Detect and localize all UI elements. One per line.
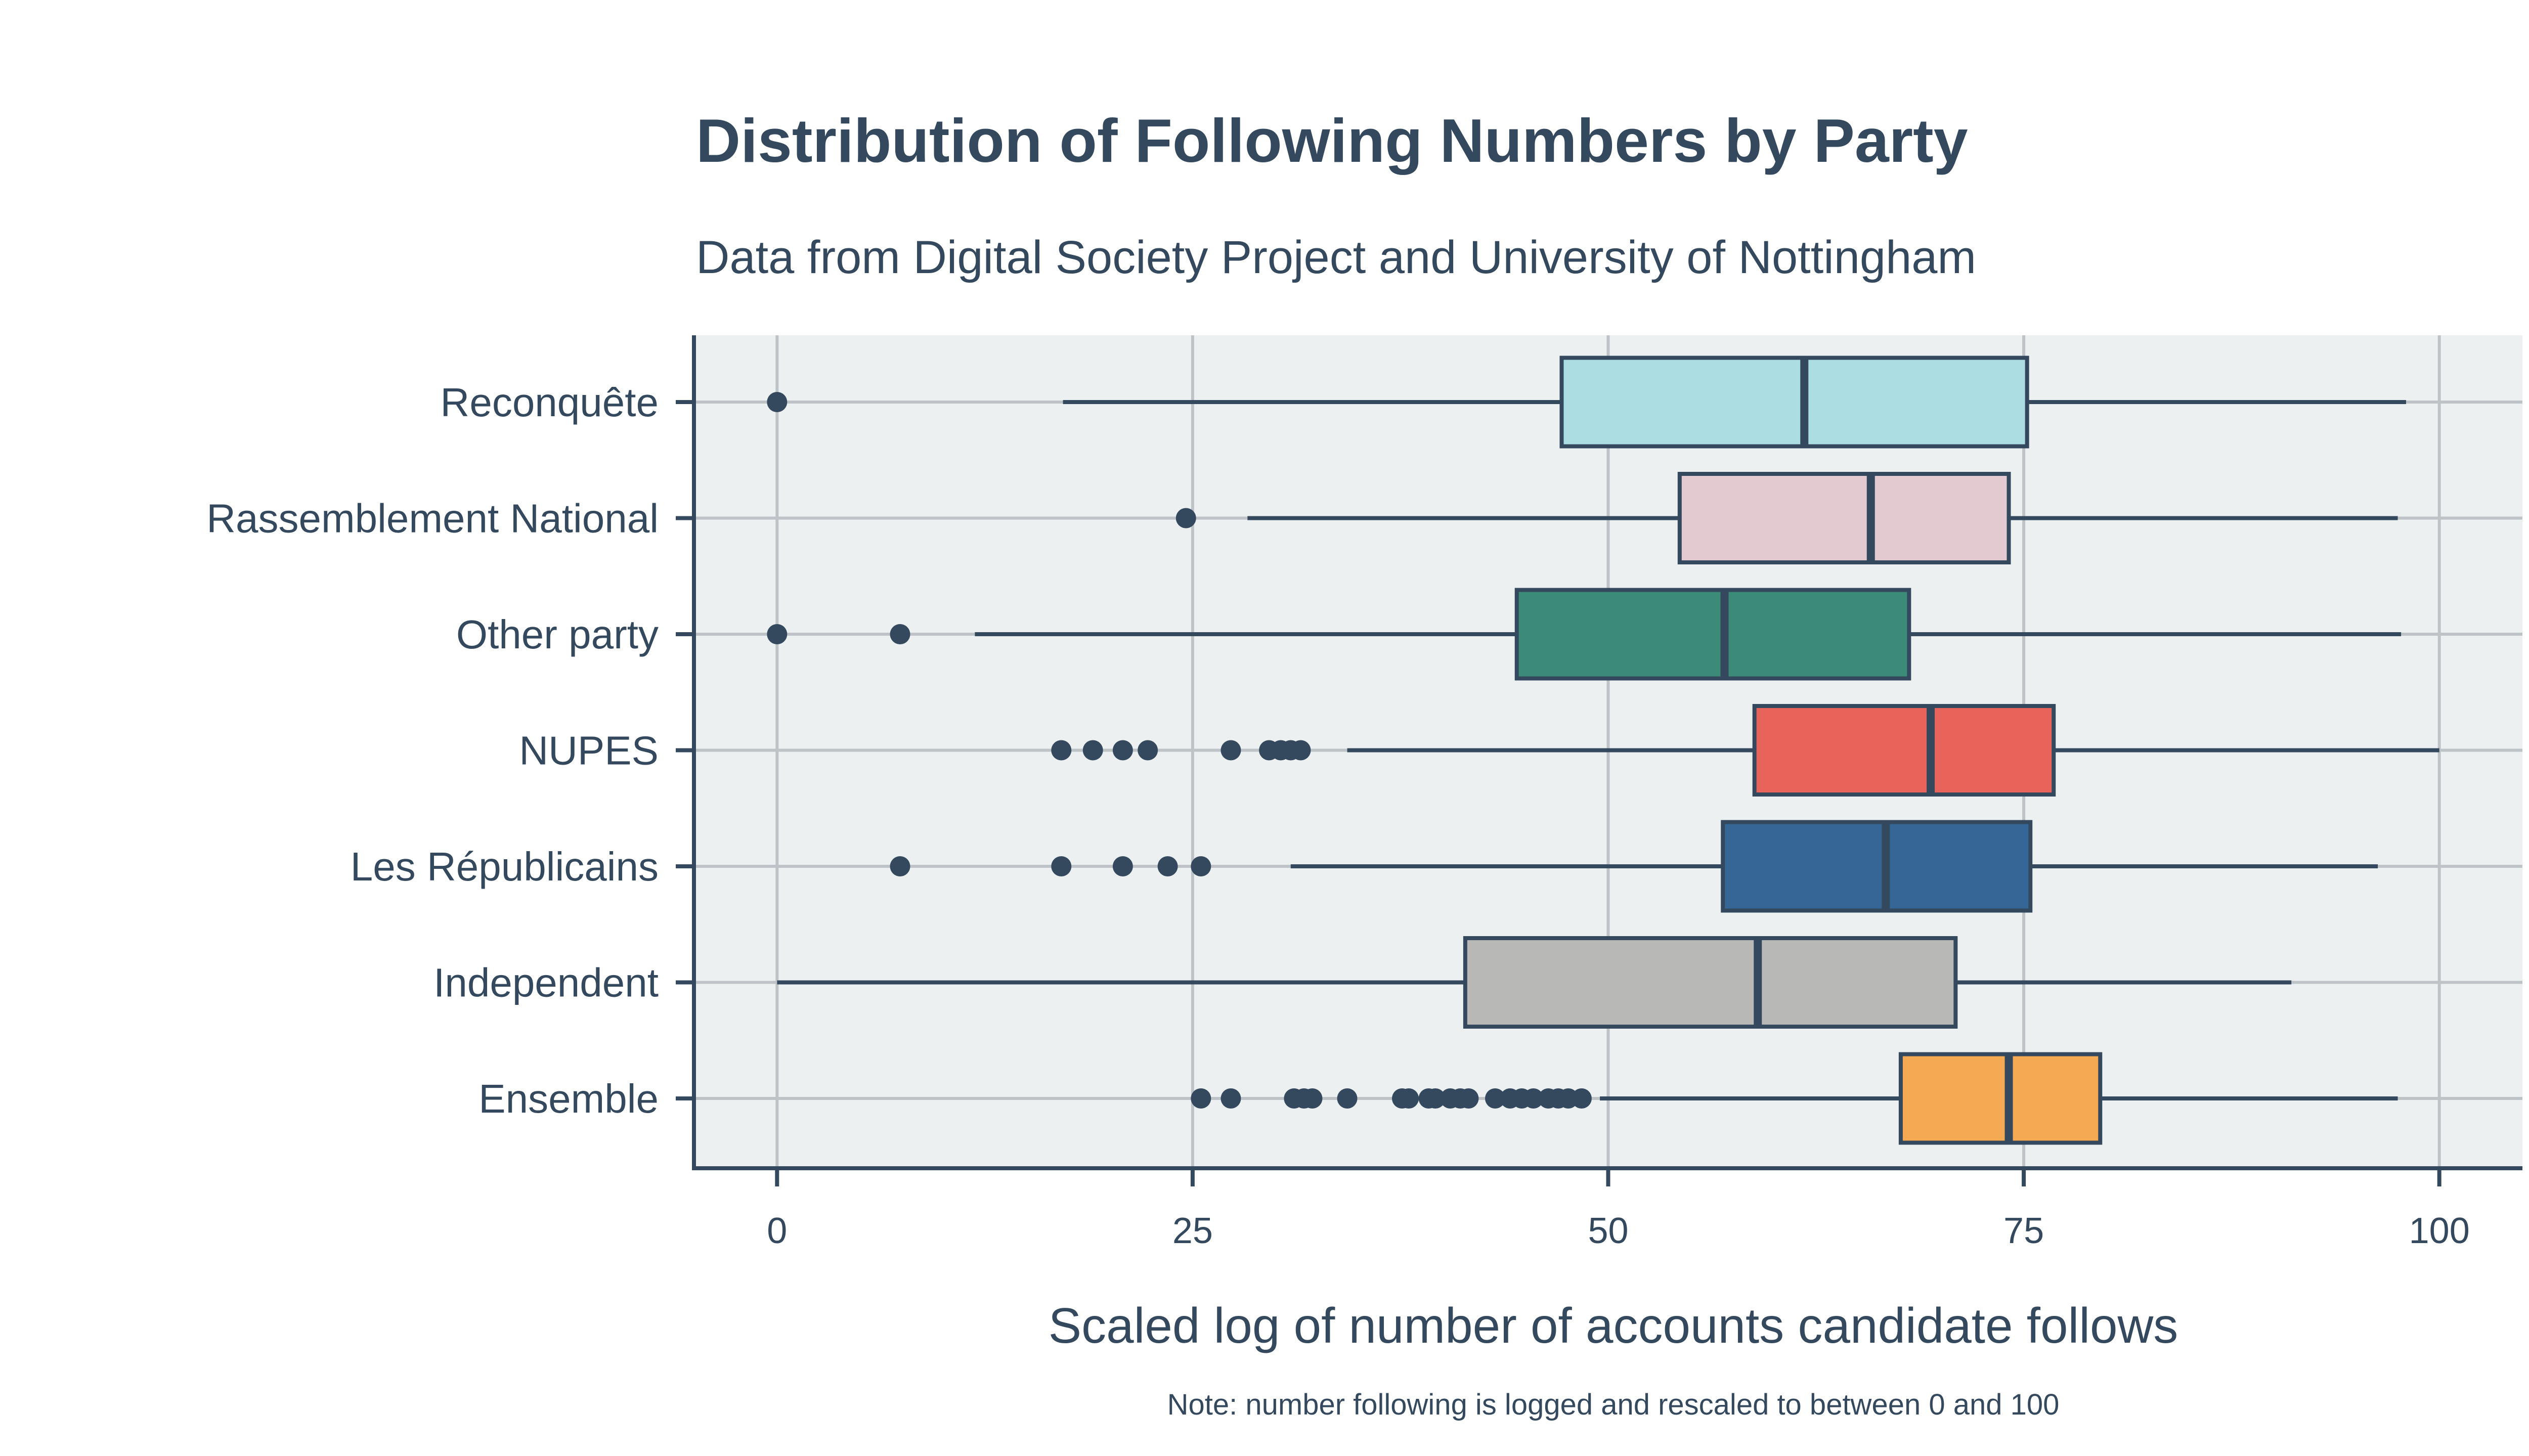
x-tick-label: 75 [2003, 1211, 2044, 1251]
outlier-point [890, 624, 910, 644]
box [1559, 356, 2029, 449]
outlier-point [1302, 1088, 1323, 1109]
outlier-point [1399, 1088, 1419, 1109]
outlier-point [1138, 740, 1158, 761]
category-label: Ensemble [478, 1076, 659, 1121]
x-tick-label: 100 [2409, 1211, 2470, 1251]
outlier-point [767, 392, 788, 412]
outlier-point [1191, 1088, 1211, 1109]
category-label: Independent [433, 960, 659, 1005]
outlier-point [1485, 1088, 1506, 1109]
outlier-point [1220, 740, 1241, 761]
outlier-point [1051, 740, 1072, 761]
box-series [767, 356, 2439, 1145]
axes [676, 335, 2522, 1186]
outlier-point [1112, 856, 1133, 876]
outlier-point [1425, 1088, 1446, 1109]
outlier-point [767, 624, 788, 644]
category-label: Les Républicains [351, 844, 659, 889]
box-group [1191, 1052, 2398, 1145]
chart-note: Note: number following is logged and res… [1167, 1388, 2060, 1421]
x-tick-label: 50 [1588, 1211, 1628, 1251]
box [1677, 472, 2011, 564]
x-tick-label: 25 [1172, 1211, 1213, 1251]
box [1514, 588, 1911, 681]
box-group [1175, 472, 2398, 564]
box [1463, 936, 1958, 1029]
box-group [777, 936, 2292, 1029]
outlier-point [1220, 1088, 1241, 1109]
outlier-point [890, 856, 910, 876]
outlier-point [1082, 740, 1103, 761]
box [1898, 1052, 2103, 1145]
box-group [890, 820, 2378, 913]
outlier-point [1175, 508, 1196, 528]
outlier-point [1523, 1088, 1544, 1109]
outlier-point [1051, 856, 1072, 876]
box [1752, 704, 2056, 797]
box-group [767, 356, 2406, 449]
category-label: Other party [456, 612, 659, 657]
box-group [1051, 704, 2439, 797]
box [1721, 820, 2033, 913]
box-group [767, 588, 2402, 681]
x-tick-label: 0 [767, 1211, 787, 1251]
outlier-point [1112, 740, 1133, 761]
outlier-point [1157, 856, 1178, 876]
outlier-point [1458, 1088, 1479, 1109]
chart-title: Distribution of Following Numbers by Par… [696, 106, 1968, 175]
x-tick-labels: 0 25 50 75 100 [767, 1211, 2469, 1251]
x-axis-title: Scaled log of number of accounts candida… [1049, 1298, 2178, 1353]
outlier-point [1191, 856, 1211, 876]
category-label: Rassemblement National [206, 496, 659, 541]
outlier-point [1337, 1088, 1358, 1109]
category-label: NUPES [519, 728, 659, 773]
category-labels: Reconquête Rassemblement National Other pa… [206, 380, 659, 1121]
category-label: Reconquête [441, 380, 659, 425]
chart-subtitle: Data from Digital Society Project and Un… [696, 232, 1976, 283]
outlier-point [1290, 740, 1311, 761]
outlier-point [1571, 1088, 1592, 1109]
